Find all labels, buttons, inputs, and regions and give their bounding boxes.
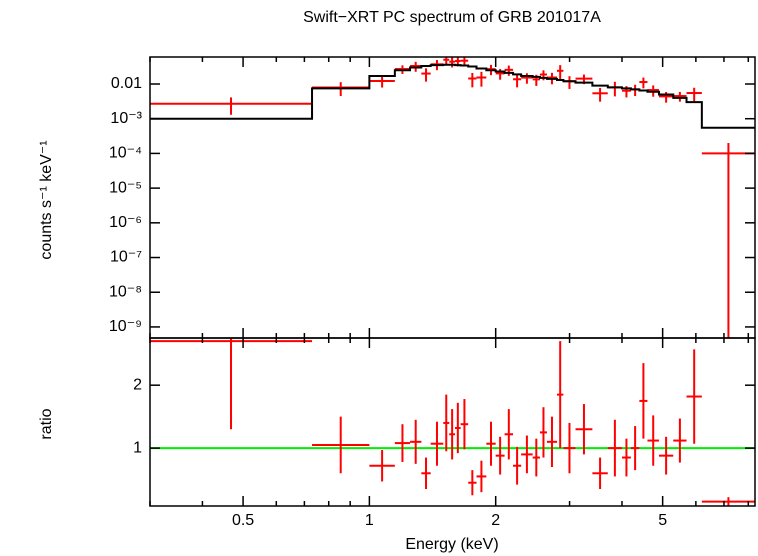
y-axis-label: ratio [38, 408, 55, 439]
y-tick-label: 10⁻⁸ [109, 283, 142, 300]
x-tick-label: 1 [365, 512, 374, 529]
y-tick-label: 10⁻⁵ [109, 179, 142, 196]
x-tick-label: 0.5 [232, 512, 254, 529]
y-tick-label: 10⁻³ [110, 110, 142, 127]
y-tick-label: 10⁻⁷ [110, 249, 142, 266]
y-tick-label: 2 [133, 376, 142, 393]
plot-area [150, 57, 755, 338]
y-tick-label: 10⁻⁴ [109, 145, 142, 162]
x-tick-label: 5 [658, 512, 667, 529]
plot-area [150, 338, 755, 506]
y-tick-label: 10⁻⁹ [109, 318, 142, 335]
y-tick-label: 1 [133, 439, 142, 456]
y-axis-label: counts s⁻¹ keV⁻¹ [38, 140, 55, 259]
y-tick-label: 10⁻⁶ [109, 214, 142, 231]
x-tick-label: 2 [491, 512, 500, 529]
x-axis-label: Energy (keV) [405, 536, 498, 553]
model-line [150, 63, 755, 129]
panel-frame [149, 337, 756, 507]
y-tick-label: 0.01 [111, 75, 142, 92]
panel-frame [149, 56, 756, 339]
chart-title: Swift−XRT PC spectrum of GRB 201017A [303, 9, 601, 26]
